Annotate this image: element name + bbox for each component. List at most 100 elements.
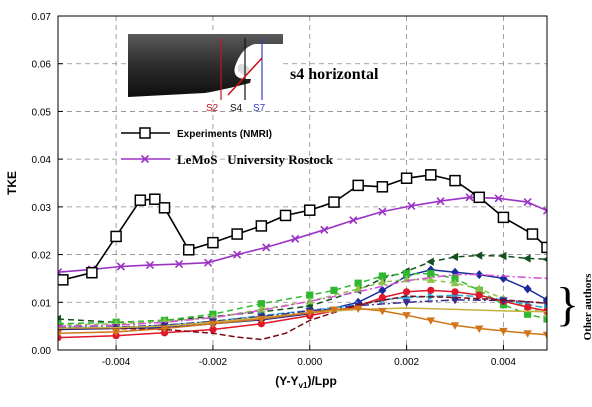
other-author-1-point [542,256,547,262]
other-author-3-point [330,286,338,294]
other-author-11-point [111,328,121,337]
lemos-point [320,225,329,234]
other-author-6-point [427,286,435,294]
experiments-point [328,196,340,208]
experiments-point [400,172,413,184]
other-author-7-point [402,299,411,307]
other-author-1-point [523,254,531,263]
experiments-point [449,174,461,187]
other-author-3-point [402,270,411,278]
other-author-11-point [402,312,411,320]
lemos-point [174,260,184,269]
x-tick-label: -0.002 [199,357,228,368]
other-author-4-point [450,278,460,287]
lemos-point [378,207,387,216]
other-author-6-point [209,325,217,334]
series-other-author-8 [58,273,547,327]
other-author-3-point [306,291,314,299]
experiments-point [255,220,268,232]
other-author-2-point [523,284,532,294]
other-author-6-point [543,307,547,315]
other-author-11-point [426,317,436,325]
other-author-4-point [542,309,547,318]
other-author-6-point [378,293,386,302]
series-line-other-author-11 [58,307,547,336]
other-author-7-point [542,300,547,308]
lemos-point [349,216,358,225]
y-tick-label: 0.03 [32,203,52,214]
other-author-6-point [402,288,411,296]
other-author-1-point [474,251,483,260]
other-author-11-point [329,306,339,314]
plot-frame [57,15,548,351]
other-author-11-point [160,325,169,334]
series-other-author-11 [58,305,547,340]
other-author-3-point [543,315,547,323]
x-tick-label: 0.004 [491,357,516,368]
other-author-6-point [451,288,459,296]
other-author-4-point [378,277,387,286]
other-author-3-point [451,274,459,283]
other-author-3-point [257,300,265,308]
section-label-s7: S7 [253,103,266,114]
lemos-point [233,250,242,259]
other-author-4-point [475,284,484,292]
other-author-6-point [257,320,265,328]
inset-image: S2 S4 S7 s4 horizontal [128,34,379,114]
hull-silhouette [128,34,283,97]
experiments-point [497,211,510,224]
experiments-point [425,169,437,181]
series-line-other-author-8 [58,273,547,327]
experiments-point [304,204,316,216]
lemos-point [523,198,532,207]
other-author-2-point [378,285,387,295]
section-label-s2: S2 [206,103,219,114]
other-author-4-point [353,284,363,292]
experiments-point [279,209,292,222]
section-label-s4: S4 [230,103,243,114]
x-tick-label: 0.002 [394,357,419,368]
y-tick-label: 0.04 [32,155,52,166]
legend: Experiments (NMRI) LeMoS University Rost… [121,127,334,167]
experiments-point [526,228,539,240]
other-author-1-point [426,257,434,266]
other-author-1-point [450,252,459,262]
other-author-11-point [450,322,460,330]
experiments-point [158,202,171,214]
y-axis-label: TKE [5,171,19,195]
other-author-3-point [58,320,62,328]
other-author-3-point [354,279,362,287]
series-group [58,169,547,342]
y-tick-label: 0.00 [32,346,52,357]
x-tick-label: 0.000 [297,357,322,368]
experiments-point [86,266,98,279]
y-tick-label: 0.05 [32,107,52,118]
experiments-point [541,241,547,254]
other-author-11-point [499,327,508,336]
other-author-11-point [378,307,387,316]
experiments-point [134,194,147,206]
other-author-2-point [475,270,484,280]
other-author-11-point [58,330,63,338]
series-experiments [58,169,547,286]
lemos-point [204,258,213,267]
other-author-11-point [305,309,314,318]
other-author-11-point [208,320,218,329]
series-line-other-author-9 [58,295,547,341]
y-tick-label: 0.02 [32,251,52,262]
x-tick-label: -0.004 [102,357,131,368]
other-author-11-point [523,330,532,338]
lemos-point [291,234,300,243]
x-axis-label: (Y-Yv1)/Lpp [275,374,337,390]
lemos-point [465,193,474,202]
y-tick-label: 0.07 [32,12,52,23]
brace-symbol: } [556,278,579,331]
experiments-point [376,181,389,193]
other-author-4-point [257,304,266,313]
other-author-3-point [378,272,386,280]
y-tick-label: 0.01 [32,298,52,309]
experiments-point [149,193,161,205]
other-author-7-point [450,296,460,305]
